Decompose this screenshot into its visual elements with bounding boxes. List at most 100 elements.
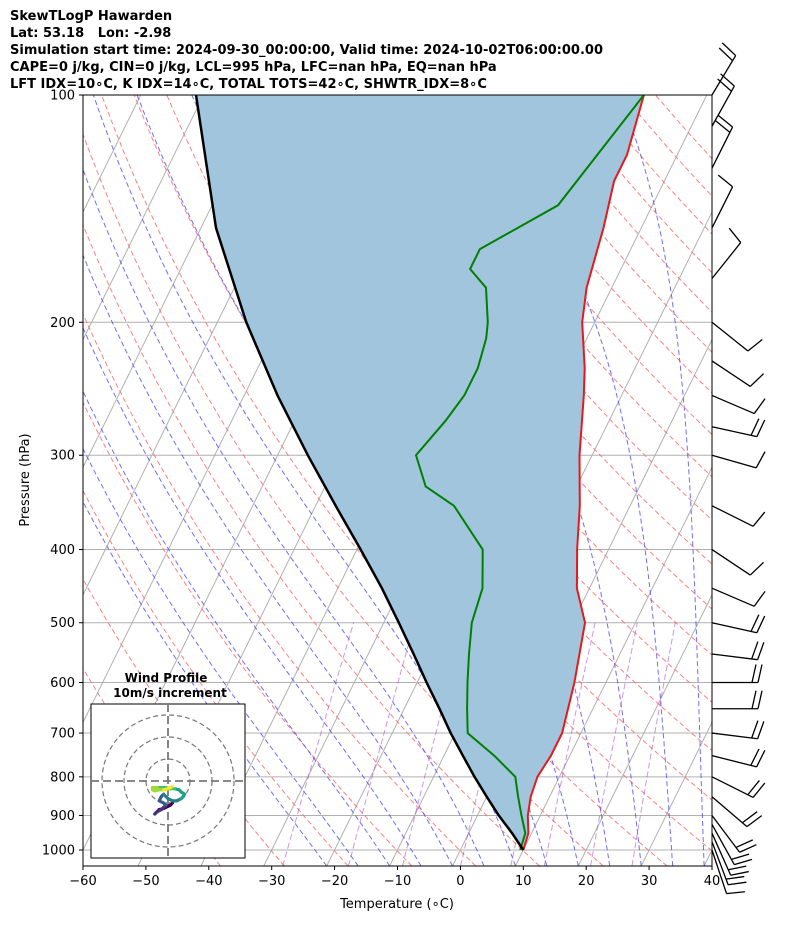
wind-barb-flag <box>725 875 745 880</box>
dewpoint-profile <box>414 95 645 851</box>
wind-barb-flag <box>750 614 760 632</box>
moist-adiabat <box>83 253 453 866</box>
wind-barb-staff <box>711 394 755 415</box>
dry-adiabat <box>101 95 668 866</box>
dry-adiabat <box>83 223 540 866</box>
wind-barb-flag <box>753 590 766 607</box>
y-tick-label: 400 <box>50 543 75 558</box>
mixing-ratio-line <box>590 622 638 866</box>
wind-barb-flag <box>717 114 733 128</box>
wind-barb-flag <box>750 418 760 436</box>
cin-cape-shading <box>196 95 644 850</box>
wind-barb <box>711 42 737 96</box>
moist-adiabat <box>83 168 485 866</box>
y-tick-label: 200 <box>50 316 75 331</box>
wind-barb <box>711 114 734 169</box>
wind-barb <box>711 321 763 352</box>
wind-barb-flag <box>717 174 733 188</box>
wind-barb-staff <box>711 796 748 828</box>
wind-barb <box>711 776 766 798</box>
isotherm-line <box>83 95 267 469</box>
x-tick-label: −50 <box>132 874 159 889</box>
wind-barb-flag <box>750 748 760 766</box>
wind-barb-flag <box>751 641 759 660</box>
wind-barb-staff <box>711 242 742 279</box>
hodograph-segment <box>168 784 174 790</box>
isotherm-line <box>767 95 794 866</box>
wind-barb-flag <box>757 721 765 739</box>
x-tick-label: 10 <box>515 874 532 889</box>
hodograph-inset: Wind Profile 10m/s increment <box>90 671 246 859</box>
wind-barb-flag <box>757 642 765 660</box>
wind-barb-staff <box>711 841 729 885</box>
moist-adiabat <box>83 447 359 866</box>
wind-barb <box>711 824 753 866</box>
wind-barb <box>711 505 766 527</box>
isotherm-line <box>83 95 205 341</box>
chart-header: SkewTLogP Hawarden Lat: 53.18 Lon: -2.98 S… <box>10 8 603 93</box>
wind-barb-flag <box>734 858 753 866</box>
moist-adiabat <box>83 326 422 866</box>
wind-barb <box>711 360 765 387</box>
wind-barb-flag <box>741 811 758 824</box>
wind-barb-staff <box>711 832 732 876</box>
wind-barb-flag <box>751 720 759 739</box>
x-tick-label: 0 <box>456 874 464 889</box>
wind-barb-flag <box>735 839 754 849</box>
y-tick-label: 600 <box>50 676 75 691</box>
wind-barb <box>711 614 766 634</box>
wind-barb-flag <box>718 47 734 62</box>
y-tick-label: 900 <box>50 809 75 824</box>
mixing-ratio-line <box>347 622 416 866</box>
times-line: Simulation start time: 2024-09-30_00:00:… <box>10 43 603 58</box>
wind-barb-flag <box>739 844 757 853</box>
dry-adiabat <box>589 95 712 235</box>
wind-barb <box>712 664 763 684</box>
y-axis-label: Pressure (hPa) <box>18 433 33 526</box>
wind-barb-flag <box>752 511 766 527</box>
wind-barb-flag <box>751 664 757 683</box>
wind-barb <box>711 720 765 740</box>
hodograph-ring <box>101 714 235 848</box>
wind-barb-staff <box>711 186 734 229</box>
dry-adiabat <box>655 95 712 160</box>
wind-barb-staff <box>711 622 758 634</box>
dry-adiabat <box>83 312 477 866</box>
wind-barbs <box>711 42 766 895</box>
isotherm-line <box>703 848 712 866</box>
wind-barb-flag <box>721 42 737 57</box>
wind-barb <box>711 641 765 661</box>
wind-barb <box>711 451 766 469</box>
mixing-ratio-line <box>282 622 355 866</box>
x-tick-label: −60 <box>69 874 96 889</box>
wind-barb-staff <box>711 321 749 352</box>
y-tick-label: 300 <box>50 449 75 464</box>
wind-barb-flag <box>752 782 766 798</box>
wind-barb <box>711 549 765 576</box>
mixing-ratio-line <box>543 622 596 866</box>
wind-barb-staff <box>711 85 735 127</box>
indices-line-1: CAPE=0 j/kg, CIN=0 j/kg, LCL=995 hPa, LF… <box>10 60 497 75</box>
isotherm-line <box>640 721 712 866</box>
wind-barb-flag <box>756 615 766 633</box>
wind-barb <box>711 815 757 853</box>
wind-barb-staff <box>711 360 751 387</box>
parcel-profile <box>194 95 525 851</box>
wind-barb-flag <box>746 815 763 828</box>
wind-barb-staff <box>711 426 758 438</box>
x-tick-label: −20 <box>321 874 348 889</box>
isotherm-line <box>0 95 15 866</box>
wind-barb-flag <box>715 120 731 133</box>
wind-barb <box>711 174 734 229</box>
wind-barb-staff <box>711 824 735 865</box>
wind-barb-flag <box>753 398 766 414</box>
wind-barb-staff <box>711 549 751 576</box>
wind-barb <box>711 394 766 415</box>
inset-subtitle: 10m/s increment <box>113 686 227 700</box>
isotherm-line <box>514 466 712 866</box>
wind-barb <box>711 841 747 886</box>
moist-adiabat <box>83 500 328 866</box>
temperature-profile <box>522 95 645 851</box>
dry-adiabat <box>83 489 349 866</box>
